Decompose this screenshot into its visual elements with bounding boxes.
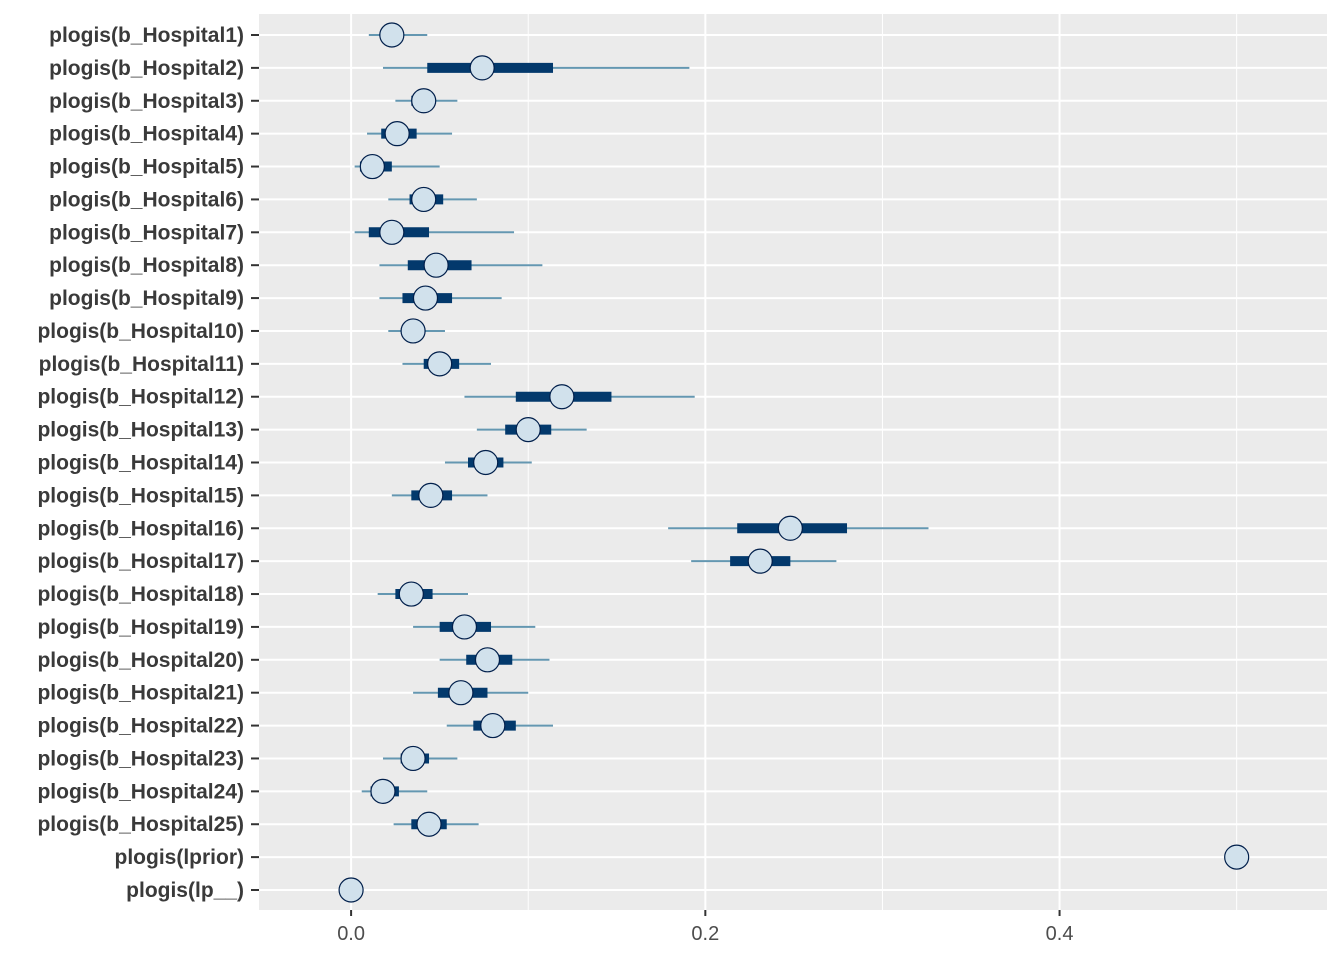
row-label: plogis(b_Hospital4) xyxy=(49,123,244,146)
point-estimate xyxy=(379,22,405,48)
point-estimate xyxy=(412,285,439,311)
point-estimate xyxy=(1224,844,1250,870)
y-axis-labels: plogis(b_Hospital1) plogis(b_Hospital2)pl… xyxy=(37,24,259,902)
point-estimate xyxy=(418,482,444,508)
row-label: plogis(b_Hospital14) xyxy=(37,452,244,475)
row-label: plogis(b_Hospital21) xyxy=(37,682,244,705)
row-label: plogis(b_Hospital10) xyxy=(37,320,244,343)
point-estimate xyxy=(480,712,506,739)
point-estimate xyxy=(359,153,385,180)
row-label: plogis(b_Hospital20) xyxy=(37,649,244,672)
point-estimate xyxy=(384,121,410,147)
point-estimate xyxy=(416,811,442,837)
point-estimate xyxy=(473,449,499,476)
row-label: plogis(b_Hospital5) xyxy=(49,156,244,179)
x-axis: 0.0 0.2 0.4 xyxy=(337,910,1073,945)
row-label: plogis(b_Hospital11) xyxy=(39,353,244,376)
row-label: plogis(lp__) xyxy=(126,879,244,902)
row-label: plogis(b_Hospital7) xyxy=(49,221,244,244)
point-estimate xyxy=(338,877,364,903)
row-label: plogis(b_Hospital22) xyxy=(37,715,244,738)
point-estimate xyxy=(423,252,449,278)
point-estimate xyxy=(411,186,437,213)
point-estimate xyxy=(379,219,405,245)
point-estimate xyxy=(777,515,803,541)
row-label: plogis(b_Hospital13) xyxy=(37,419,244,442)
row-label: plogis(b_Hospital2) xyxy=(49,57,244,80)
point-estimate xyxy=(515,417,541,443)
row-label: plogis(b_Hospital1) xyxy=(49,24,244,47)
point-estimate xyxy=(549,384,575,410)
row-label: plogis(b_Hospital16) xyxy=(37,517,244,540)
row-label: plogis(b_Hospital3) xyxy=(49,90,244,113)
point-estimate xyxy=(469,55,495,81)
row-label: plogis(lprior) xyxy=(115,846,245,869)
row-label: plogis(b_Hospital6) xyxy=(49,188,244,211)
row-label: plogis(b_Hospital12) xyxy=(37,386,244,409)
point-estimate xyxy=(747,548,773,574)
point-estimate xyxy=(448,680,474,706)
row-label: plogis(b_Hospital23) xyxy=(37,747,244,770)
point-estimate xyxy=(370,778,396,804)
row-label: plogis(b_Hospital24) xyxy=(37,780,244,803)
point-estimate xyxy=(411,88,437,114)
point-estimate xyxy=(398,581,424,607)
row-label: plogis(b_Hospital17) xyxy=(37,550,244,573)
point-estimate xyxy=(400,318,426,344)
point-estimate xyxy=(474,647,501,673)
x-tick-label: 0.2 xyxy=(691,923,719,945)
interval-marks xyxy=(338,22,1250,903)
row-label: plogis(b_Hospital15) xyxy=(37,484,244,507)
row-label: plogis(b_Hospital9) xyxy=(49,287,244,310)
row-label: plogis(b_Hospital8) xyxy=(49,254,244,277)
point-estimate xyxy=(427,351,453,377)
point-estimate xyxy=(451,614,478,640)
x-tick-label: 0.4 xyxy=(1046,923,1074,945)
row-label: plogis(b_Hospital18) xyxy=(37,583,244,606)
row-label: plogis(b_Hospital19) xyxy=(37,616,244,639)
x-tick-label: 0.0 xyxy=(337,923,365,945)
point-estimate xyxy=(400,745,426,772)
row-label: plogis(b_Hospital25) xyxy=(37,813,244,836)
